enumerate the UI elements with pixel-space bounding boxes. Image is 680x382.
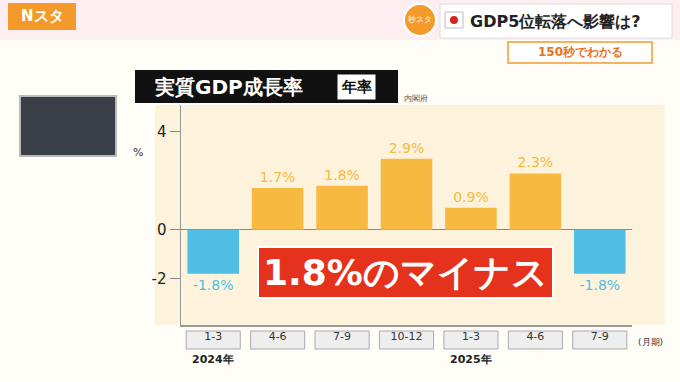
svg-text:150秒でわかる: 150秒でわかる xyxy=(538,45,623,59)
svg-text:2.9%: 2.9% xyxy=(389,140,425,156)
svg-text:1-3: 1-3 xyxy=(462,330,480,343)
svg-text:7-9: 7-9 xyxy=(591,330,609,343)
svg-text:2025年: 2025年 xyxy=(450,353,492,366)
svg-text:-2: -2 xyxy=(152,270,167,288)
svg-text:1-3: 1-3 xyxy=(204,330,222,343)
svg-text:実質GDP成長率: 実質GDP成長率 xyxy=(154,75,303,99)
svg-text:GDP5位転落へ影響は?: GDP5位転落へ影響は? xyxy=(470,12,641,31)
svg-text:%: % xyxy=(133,146,143,159)
svg-text:1.8%のマイナス: 1.8%のマイナス xyxy=(263,252,548,293)
svg-text:0.9%: 0.9% xyxy=(453,189,489,205)
svg-text:4-6: 4-6 xyxy=(526,330,544,343)
svg-text:-1.8%: -1.8% xyxy=(193,277,234,293)
svg-text:(月期): (月期) xyxy=(638,337,663,347)
svg-text:2.3%: 2.3% xyxy=(518,154,554,170)
svg-text:Nスタ: Nスタ xyxy=(21,7,64,25)
svg-text:4-6: 4-6 xyxy=(269,330,287,343)
svg-text:7-9: 7-9 xyxy=(333,330,351,343)
svg-text:-1.8%: -1.8% xyxy=(579,277,620,293)
svg-text:10-12: 10-12 xyxy=(391,330,423,343)
svg-text:年率: 年率 xyxy=(341,78,372,96)
svg-text:4: 4 xyxy=(157,123,167,141)
svg-text:1.7%: 1.7% xyxy=(260,169,296,185)
svg-text:2024年: 2024年 xyxy=(192,353,234,366)
svg-text:0: 0 xyxy=(157,221,167,239)
svg-text:1.8%: 1.8% xyxy=(324,167,360,183)
svg-text:秒スタ: 秒スタ xyxy=(408,15,432,24)
svg-text:内閣府: 内閣府 xyxy=(404,94,428,103)
